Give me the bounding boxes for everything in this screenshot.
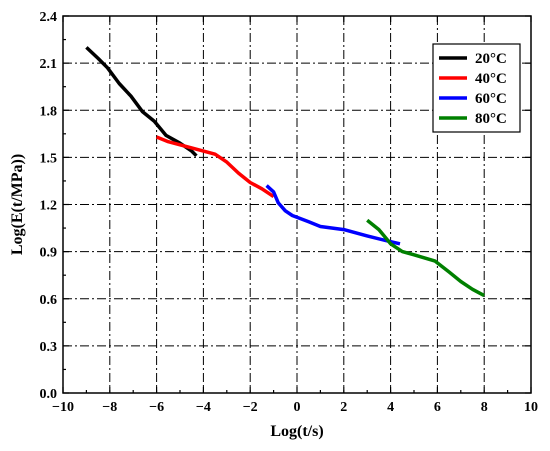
y-tick-labels: 0.0 0.3 0.6 0.9 1.2 1.5 1.8 2.1 2.4: [40, 10, 58, 402]
series-line-2: [155, 135, 275, 199]
series-line-4: [366, 218, 486, 298]
series-layer: [85, 46, 486, 298]
series-line-1: [85, 46, 198, 158]
legend: 20°C 40°C 60°C 80°C: [432, 43, 521, 133]
x-tick-label: −4: [196, 400, 211, 415]
grid: [63, 16, 531, 393]
y-tick-label: 0.6: [40, 293, 58, 308]
x-tick-label: −10: [52, 400, 74, 415]
x-tick-label: 10: [524, 400, 538, 415]
y-tick-label: 1.5: [40, 151, 58, 166]
x-tick-label: 4: [387, 400, 394, 415]
legend-label: 60°C: [475, 91, 507, 107]
y-tick-label: 1.8: [40, 104, 58, 119]
x-tick-label: 2: [340, 400, 347, 415]
x-tick-label: 8: [481, 400, 488, 415]
x-tick-label: −6: [149, 400, 164, 415]
x-axis-title: Log(t/s): [270, 423, 323, 440]
series-line-3: [265, 184, 401, 246]
x-tick-label: −8: [102, 400, 117, 415]
y-tick-label: 0.9: [40, 246, 58, 261]
y-tick-label: 0.3: [40, 340, 58, 355]
legend-label: 40°C: [475, 71, 507, 87]
y-tick-label: 0.0: [40, 387, 58, 402]
x-tick-label: −2: [243, 400, 258, 415]
axis-ticks: [62, 15, 532, 394]
legend-label: 20°C: [475, 51, 507, 67]
y-axis-title: Log(E(t/MPa)): [9, 154, 26, 255]
y-tick-label: 2.4: [40, 10, 58, 25]
x-tick-label: 6: [434, 400, 441, 415]
y-tick-label: 1.2: [40, 199, 58, 214]
x-tick-label: 0: [294, 400, 301, 415]
y-tick-label: 2.1: [40, 57, 58, 72]
legend-label: 80°C: [475, 111, 507, 127]
x-tick-labels: −10 −8 −6 −4 −2 0 2 4 6 8 10: [52, 400, 538, 415]
